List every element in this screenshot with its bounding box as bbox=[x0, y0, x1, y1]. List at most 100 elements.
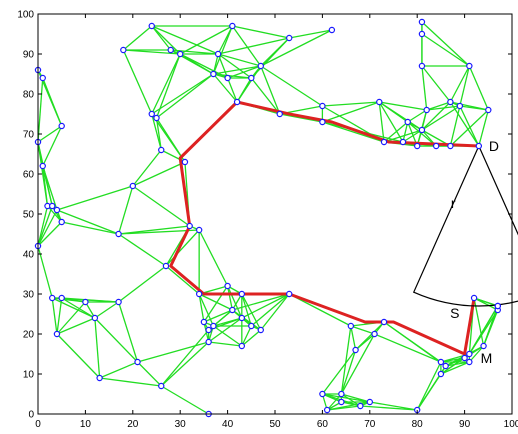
graph-edge bbox=[459, 105, 480, 147]
graph-node bbox=[176, 50, 184, 58]
graph-edge bbox=[165, 265, 200, 295]
graph-node bbox=[238, 342, 246, 350]
graph-edge bbox=[226, 77, 238, 103]
graph-edge bbox=[250, 293, 290, 327]
graph-node bbox=[210, 322, 217, 330]
graph-node bbox=[485, 106, 492, 114]
edges-layer bbox=[37, 21, 499, 415]
graph-edge bbox=[289, 29, 332, 39]
graph-edge bbox=[56, 317, 96, 335]
graph-edge bbox=[421, 21, 470, 67]
graph-node bbox=[248, 322, 255, 330]
graph-edge bbox=[37, 125, 63, 143]
graph-edge bbox=[326, 393, 342, 411]
graph-edge bbox=[360, 405, 418, 411]
graph-edge bbox=[118, 229, 200, 235]
graph-node bbox=[49, 202, 56, 210]
graph-edge bbox=[56, 185, 133, 211]
graph-edge bbox=[241, 293, 262, 331]
graph-node bbox=[418, 18, 426, 26]
graph-edge bbox=[132, 149, 162, 187]
graph-node bbox=[347, 322, 355, 330]
graph-edge bbox=[383, 321, 447, 367]
graph-edge bbox=[350, 325, 357, 351]
graph-edge bbox=[151, 73, 214, 115]
graph-edge bbox=[37, 221, 63, 247]
graph-node bbox=[148, 22, 155, 30]
graph-edge bbox=[369, 401, 418, 411]
graph-edge bbox=[407, 109, 428, 123]
sensing-sector bbox=[412, 144, 518, 307]
graph-edge bbox=[378, 101, 404, 143]
graph-node bbox=[286, 290, 293, 298]
graph-edge bbox=[341, 393, 370, 403]
graph-edge bbox=[279, 113, 323, 123]
graph-edge bbox=[322, 101, 380, 123]
graph-node bbox=[319, 390, 326, 398]
graph-edge bbox=[151, 25, 219, 55]
graph-edge bbox=[132, 161, 186, 187]
graph-node bbox=[328, 26, 336, 34]
graph-edge bbox=[37, 205, 49, 247]
graph-node bbox=[39, 74, 46, 82]
graph-node bbox=[466, 350, 473, 358]
graph-edge bbox=[232, 293, 290, 311]
graph-edge bbox=[117, 301, 139, 363]
graph-edge bbox=[155, 117, 162, 151]
graph-node bbox=[82, 298, 89, 306]
graph-edge bbox=[378, 101, 385, 143]
graph-edge bbox=[179, 53, 228, 79]
graph-edge bbox=[37, 245, 53, 299]
graph-edge bbox=[459, 65, 470, 107]
graph-edge bbox=[179, 25, 233, 55]
graph-node bbox=[229, 306, 236, 314]
graph-node bbox=[181, 158, 189, 166]
graph-node bbox=[224, 282, 231, 290]
graph-node bbox=[480, 342, 487, 350]
graph-edge bbox=[241, 293, 252, 327]
graph-edge bbox=[203, 309, 233, 323]
graph-edge bbox=[468, 65, 489, 111]
graph-node bbox=[461, 354, 468, 362]
graph-node bbox=[432, 142, 440, 150]
graph-edge bbox=[340, 333, 376, 395]
graph-edge bbox=[61, 297, 96, 319]
graph-edge bbox=[340, 325, 352, 395]
graph-edge bbox=[170, 49, 219, 55]
graph-edge bbox=[198, 293, 214, 327]
graph-node bbox=[447, 98, 454, 106]
graph-node bbox=[91, 314, 99, 322]
graph-edge bbox=[56, 333, 101, 379]
graph-node bbox=[229, 22, 236, 30]
graph-node bbox=[200, 318, 208, 326]
graph-edge bbox=[383, 121, 409, 143]
y-tick-label: 60 bbox=[23, 170, 35, 181]
y-tick-label: 50 bbox=[23, 210, 35, 221]
annotations-layer: D r S M bbox=[450, 138, 499, 366]
label-s: S bbox=[450, 305, 459, 321]
graph-node bbox=[456, 102, 464, 110]
graph-edge bbox=[42, 125, 63, 167]
graph-node bbox=[380, 138, 388, 146]
graph-edge bbox=[327, 401, 370, 411]
graph-edge bbox=[212, 73, 238, 103]
graph-edge bbox=[42, 165, 49, 207]
graph-edge bbox=[151, 113, 162, 151]
graph-edge bbox=[151, 53, 181, 115]
graph-edge bbox=[198, 293, 205, 323]
graph-edge bbox=[160, 385, 209, 415]
graph-node bbox=[437, 358, 445, 366]
graph-edge bbox=[160, 329, 210, 387]
graph-edge bbox=[37, 205, 53, 247]
x-tick-label: 90 bbox=[459, 419, 471, 430]
graph-edge bbox=[213, 65, 261, 75]
graph-edge bbox=[478, 109, 489, 147]
graph-node bbox=[214, 50, 222, 58]
graph-node bbox=[338, 390, 345, 398]
graph-edge bbox=[227, 285, 243, 319]
graph-edge bbox=[421, 65, 428, 111]
graph-edge bbox=[449, 101, 480, 147]
graph-edge bbox=[208, 341, 242, 347]
graph-node bbox=[437, 370, 445, 378]
graph-node bbox=[380, 318, 388, 326]
